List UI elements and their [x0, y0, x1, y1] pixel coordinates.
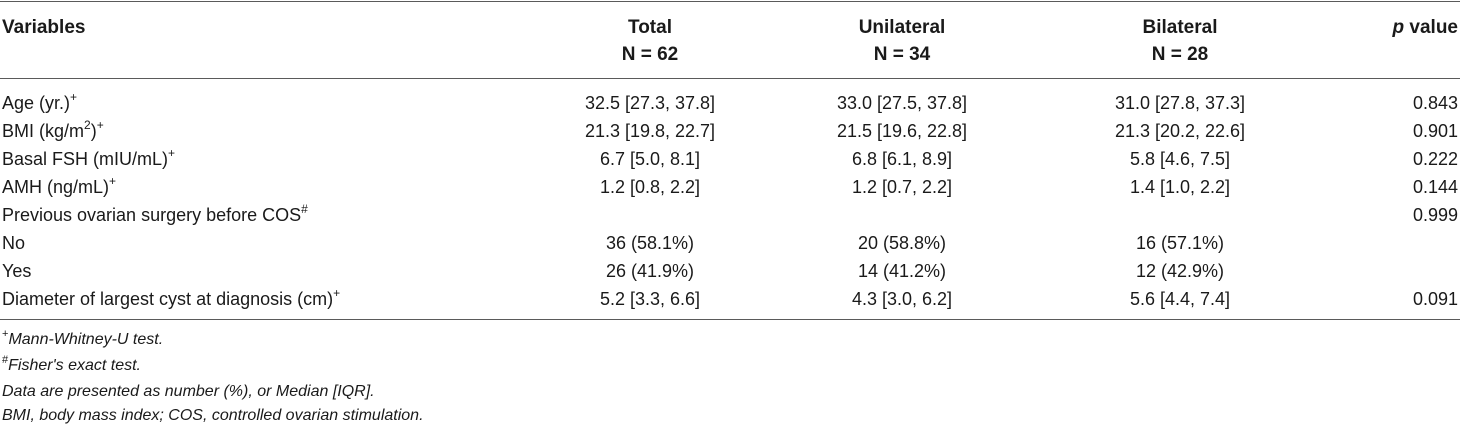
header-unilateral-label: Unilateral — [858, 17, 946, 38]
cell-p-value: 0.091 — [1412, 289, 1458, 309]
row-label: Basal FSH (mIU/mL)+ — [2, 146, 176, 169]
header-total: Total N = 62 — [500, 14, 800, 68]
table-row-age: Age (yr.)+ 32.5 [27.3, 37.8] 33.0 [27.5,… — [0, 91, 1460, 115]
header-p-value: p value — [1393, 14, 1458, 41]
table-row-amh: AMH (ng/mL)+ 1.2 [0.8, 2.2] 1.2 [0.7, 2.… — [0, 175, 1460, 199]
cell-p-value: 0.901 — [1412, 121, 1458, 141]
cell-total: 21.3 [19.8, 22.7] — [584, 121, 716, 141]
footnote-fisher: #Fisher's exact test. — [2, 353, 141, 374]
row-label: No — [2, 233, 26, 253]
table-row-yes: Yes 26 (41.9%) 14 (41.2%) 12 (42.9%) — [0, 259, 1460, 283]
cell-p-value: 0.999 — [1412, 205, 1458, 225]
cell-unilateral: 6.8 [6.1, 8.9] — [851, 149, 953, 169]
cell-bilateral: 1.4 [1.0, 2.2] — [1129, 177, 1231, 197]
cell-bilateral: 16 (57.1%) — [1135, 233, 1225, 253]
cell-total: 36 (58.1%) — [605, 233, 695, 253]
header-variables: Variables — [2, 17, 86, 38]
table-row-no: No 36 (58.1%) 20 (58.8%) 16 (57.1%) — [0, 231, 1460, 255]
cell-total: 5.2 [3.3, 6.6] — [599, 289, 701, 309]
cell-unilateral: 4.3 [3.0, 6.2] — [851, 289, 953, 309]
cell-p-value: 0.843 — [1412, 93, 1458, 113]
cell-p-value: 0.222 — [1412, 149, 1458, 169]
table-row-previous-surgery: Previous ovarian surgery before COS# 0.9… — [0, 203, 1460, 227]
cell-unilateral: 14 (41.2%) — [857, 261, 947, 281]
cell-unilateral: 21.5 [19.6, 22.8] — [836, 121, 968, 141]
cell-total: 26 (41.9%) — [605, 261, 695, 281]
cell-total: 6.7 [5.0, 8.1] — [599, 149, 701, 169]
table-bottom-rule — [0, 319, 1460, 320]
row-label: AMH (ng/mL)+ — [2, 174, 117, 197]
cell-total: 1.2 [0.8, 2.2] — [599, 177, 701, 197]
cell-bilateral: 12 (42.9%) — [1135, 261, 1225, 281]
footnote-abbreviations: BMI, body mass index; COS, controlled ov… — [2, 407, 424, 424]
row-label: BMI (kg/m2)+ — [2, 118, 104, 141]
cell-unilateral: 20 (58.8%) — [857, 233, 947, 253]
header-unilateral: Unilateral N = 34 — [752, 14, 1052, 68]
footnote-data-presentation: Data are presented as number (%), or Med… — [2, 383, 375, 400]
cell-bilateral: 31.0 [27.8, 37.3] — [1114, 93, 1246, 113]
header-total-n: N = 62 — [621, 44, 679, 65]
row-label: Age (yr.)+ — [2, 90, 78, 113]
header-bilateral: Bilateral N = 28 — [1030, 14, 1330, 68]
header-p-rest: value — [1404, 17, 1458, 38]
table-row-bmi: BMI (kg/m2)+ 21.3 [19.8, 22.7] 21.5 [19.… — [0, 119, 1460, 143]
row-label: Diameter of largest cyst at diagnosis (c… — [2, 286, 341, 309]
header-p-italic: p — [1392, 17, 1405, 38]
header-bilateral-label: Bilateral — [1142, 17, 1218, 38]
cell-bilateral: 5.8 [4.6, 7.5] — [1129, 149, 1231, 169]
row-label: Yes — [2, 261, 32, 281]
header-bilateral-n: N = 28 — [1151, 44, 1209, 65]
cell-total: 32.5 [27.3, 37.8] — [584, 93, 716, 113]
header-rule — [0, 78, 1460, 79]
cell-unilateral: 33.0 [27.5, 37.8] — [836, 93, 968, 113]
header-unilateral-n: N = 34 — [873, 44, 931, 65]
table-row-basal-fsh: Basal FSH (mIU/mL)+ 6.7 [5.0, 8.1] 6.8 [… — [0, 147, 1460, 171]
cell-unilateral: 1.2 [0.7, 2.2] — [851, 177, 953, 197]
header-total-label: Total — [628, 17, 672, 38]
cell-p-value: 0.144 — [1412, 177, 1458, 197]
table-top-rule — [0, 1, 1460, 2]
row-label: Previous ovarian surgery before COS# — [2, 202, 308, 225]
table-row-cyst-diameter: Diameter of largest cyst at diagnosis (c… — [0, 287, 1460, 311]
cell-bilateral: 21.3 [20.2, 22.6] — [1114, 121, 1246, 141]
footnote-mann-whitney: +Mann-Whitney-U test. — [2, 327, 164, 348]
cell-bilateral: 5.6 [4.4, 7.4] — [1129, 289, 1231, 309]
